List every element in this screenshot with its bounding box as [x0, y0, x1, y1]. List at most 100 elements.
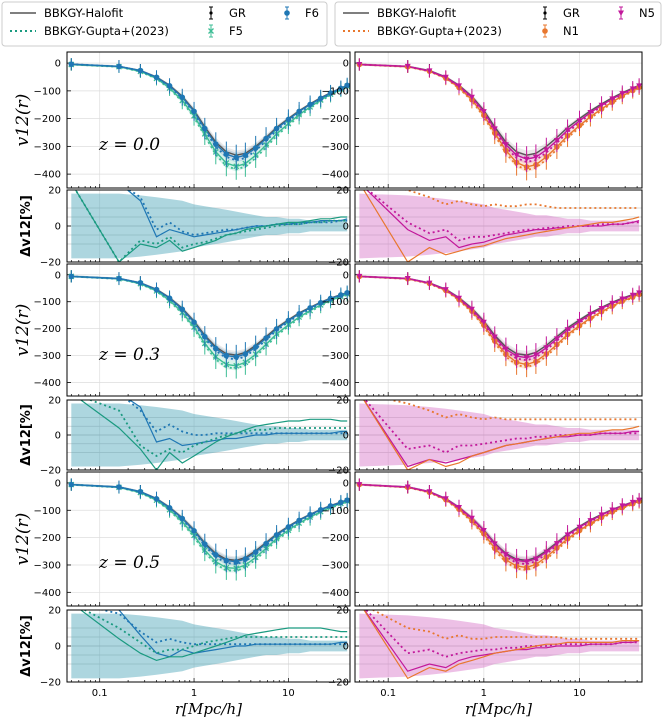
- marker-F6: [344, 290, 350, 296]
- marker-F6: [166, 295, 173, 302]
- y-tick-label: −400: [322, 170, 349, 181]
- y-tick-label: −300: [322, 560, 349, 571]
- marker-N5: [523, 156, 530, 163]
- legend-item-F5: F5: [208, 24, 243, 38]
- ratio-line: [128, 400, 348, 447]
- marker-F6: [68, 273, 75, 280]
- marker-N5: [480, 109, 487, 115]
- ratio-frame: [66, 399, 351, 471]
- y-tick-label: 0: [55, 59, 61, 70]
- y-tick-label: 0: [55, 270, 61, 281]
- main-frame: [354, 51, 643, 189]
- ratio-line: [363, 610, 640, 680]
- marker-F6: [223, 151, 230, 157]
- x-tick-label: 0.1: [92, 688, 108, 699]
- marker-F6: [223, 557, 230, 564]
- ratio-line: [363, 610, 640, 672]
- ratio-panel-right-z0.0: 20 0 −20: [328, 186, 643, 269]
- ratio-frame: [66, 189, 351, 263]
- legend-marker: [284, 10, 290, 16]
- marker-F6: [273, 326, 280, 332]
- marker-N5: [456, 505, 463, 511]
- marker-N5: [404, 484, 411, 491]
- ratio-line: [83, 610, 348, 655]
- ratio-panel-left-z0.5: 20 0 −20: [40, 606, 351, 689]
- ratio-band: [359, 193, 640, 259]
- marker-F6: [263, 335, 269, 341]
- redshift-label: z = 0.0: [98, 135, 160, 155]
- marker-N5: [532, 154, 539, 161]
- axis-labels: 0.1 1 10 r[Mpc/h] 0.1 1 10 r[Mpc/h] v12(r) Δv12[%…: [13, 94, 586, 718]
- ratio-panel-left-z0.0: 20 0 −20: [40, 186, 351, 269]
- ratio-line: [74, 190, 348, 262]
- main-panel-right-z0.0: 0 −100 −200 −300 −400: [322, 51, 643, 189]
- marker-F6: [212, 552, 219, 558]
- x-tick-label: 1: [481, 688, 487, 699]
- y-axis-label-main: v12(r): [13, 94, 33, 147]
- marker-F6: [233, 354, 240, 360]
- legend-label: GR: [229, 6, 246, 20]
- y-tick-label: −200: [322, 324, 349, 335]
- x-tick-label: 1: [191, 688, 197, 699]
- marker-F6: [307, 511, 313, 518]
- marker-N5: [532, 352, 539, 359]
- main-series: [356, 478, 642, 580]
- legend-label: F5: [229, 24, 243, 38]
- legend-item-BBKGY-Halofit: BBKGY-Halofit: [10, 6, 124, 20]
- legend-marker: [209, 11, 213, 15]
- y-tick-label: 20: [336, 186, 349, 197]
- main-frame: [354, 263, 643, 397]
- gupta-line-N1: [359, 63, 640, 171]
- marker-N5: [629, 292, 636, 299]
- marker-N5: [587, 311, 594, 318]
- band-N1: [359, 275, 640, 369]
- legend-item-N5: N5: [618, 6, 655, 20]
- band-N5: [359, 63, 640, 164]
- gupta-line-F5: [71, 275, 348, 370]
- marker-N5: [404, 63, 411, 70]
- ratio-line: [363, 190, 640, 262]
- ratio-frame: [66, 609, 351, 683]
- legend-item-BBKGY-Gupta+(2023): BBKGY-Gupta+(2023): [343, 24, 502, 38]
- main-frame: [66, 263, 351, 397]
- y-tick-label: 0: [55, 222, 61, 233]
- marker-F6: [296, 108, 302, 115]
- gupta-line-N5: [359, 275, 640, 362]
- ratio-frame: [354, 189, 643, 263]
- marker-F6: [252, 549, 259, 555]
- marker-F6: [285, 317, 292, 324]
- y-tick-label: −100: [34, 297, 61, 308]
- gupta-line-N1: [359, 275, 640, 369]
- marker-F6: [317, 506, 324, 513]
- marker-N5: [543, 147, 550, 153]
- main-series: [68, 270, 350, 379]
- legend-label: BBKGY-Gupta+(2023): [377, 24, 502, 38]
- legend-item-F6: F6: [284, 6, 319, 20]
- legend-item-BBKGY-Gupta+(2023): BBKGY-Gupta+(2023): [10, 24, 169, 38]
- ratio-band: [71, 613, 348, 679]
- band-N1: [359, 63, 640, 173]
- legend-item-BBKGY-Halofit: BBKGY-Halofit: [343, 6, 457, 20]
- marker-F6: [285, 524, 292, 530]
- marker-F6: [296, 517, 302, 524]
- marker-F6: [166, 505, 173, 511]
- ratio-line: [371, 610, 640, 640]
- y-tick-label: 0: [343, 222, 349, 233]
- marker-N5: [480, 528, 487, 534]
- main-series: [68, 58, 350, 180]
- marker-F6: [191, 319, 197, 325]
- ratio-band: [71, 193, 348, 259]
- marker-F6: [317, 299, 324, 306]
- ratio-panel-right-z0.3: 20 0 −20: [328, 396, 643, 477]
- marker-N5: [513, 558, 520, 564]
- y-tick-label: 20: [336, 606, 349, 617]
- y-tick-label: −20: [328, 466, 349, 477]
- ratio-series: [359, 190, 640, 262]
- marker-F6: [191, 527, 197, 534]
- marker-N5: [426, 68, 433, 74]
- y-tick-label: 0: [343, 59, 349, 70]
- marker-F6: [201, 541, 208, 547]
- marker-N5: [523, 355, 530, 361]
- y-tick-label: −300: [322, 351, 349, 362]
- marker-N5: [576, 318, 583, 325]
